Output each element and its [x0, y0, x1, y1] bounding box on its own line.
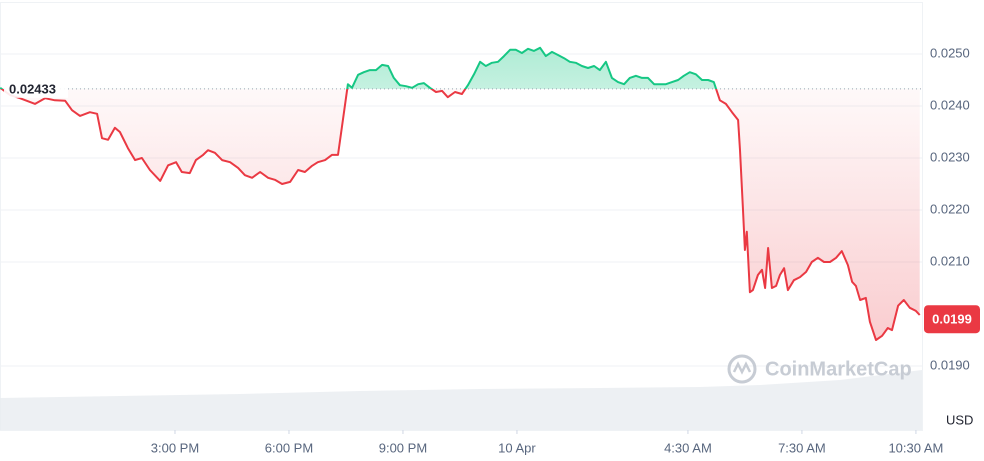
y-tick-label: 0.0210: [930, 253, 970, 268]
watermark: CoinMarketCap: [765, 358, 912, 380]
baseline-label: 0.02433: [9, 81, 56, 96]
y-tick-label: 0.0190: [930, 357, 970, 372]
x-tick-label: 9:00 PM: [379, 440, 427, 455]
y-tick-label: 0.0230: [930, 149, 970, 164]
x-tick-label: 4:30 AM: [664, 440, 712, 455]
last-price-label: 0.0199: [932, 312, 972, 327]
x-tick-label: 7:30 AM: [778, 440, 826, 455]
price-line: [0, 46, 921, 341]
y-tick-label: 0.0240: [930, 97, 970, 112]
baseline-label-bg: [4, 79, 68, 98]
baseline-area: [0, 47, 920, 341]
unit-label: USD: [946, 412, 973, 427]
x-tick-label: 3:00 PM: [151, 440, 199, 455]
x-tick-label: 10 Apr: [498, 440, 536, 455]
y-tick-label: 0.0250: [930, 45, 970, 60]
watermark-logo: [727, 354, 757, 384]
volume-background: [0, 370, 922, 430]
x-tick-label: 10:30 AM: [888, 440, 943, 455]
plot-frame: [0, 2, 923, 431]
y-tick-label: 0.0220: [930, 201, 970, 216]
plot: 0.02433: [0, 46, 922, 341]
last-price-badge: [924, 305, 980, 334]
x-tick-label: 6:00 PM: [265, 440, 313, 455]
